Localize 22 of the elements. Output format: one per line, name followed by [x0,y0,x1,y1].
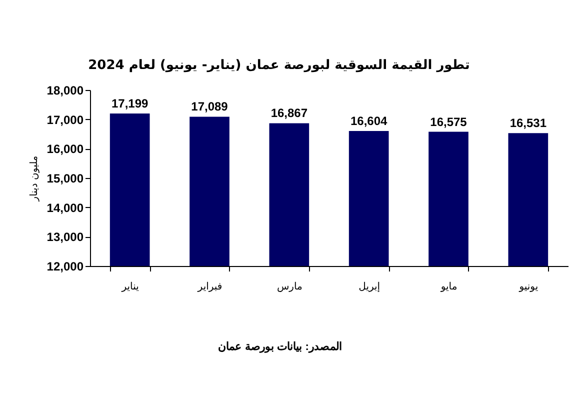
y-tick-label: 18,000 [46,84,84,98]
y-tick-label: 16,000 [46,142,84,156]
y-tick-label: 17,000 [46,112,84,127]
data-label: 16,604 [350,114,388,128]
x-tick-label: مارس [276,282,302,292]
data-label: 16,575 [430,114,468,129]
x-tick-label: مايو [440,282,458,292]
y-tick-label: 12,000 [46,260,84,274]
x-tick-label: فبراير [196,282,222,292]
chart-title: تطور القيمة السوقية لبورصة عمان (يناير- يونيو) لعام 2024 [88,58,470,73]
y-tick-label: 13,000 [46,230,84,244]
x-tick-label: يناير [120,282,140,292]
y-tick-label: 14,000 [46,200,84,215]
text: المصدر: بيانات بورصة عمان [217,340,343,353]
data-label: 17,199 [111,96,149,110]
data-label: 17,089 [191,100,228,114]
x-tick-label: يونيو [518,282,538,292]
data-label: 16,531 [510,116,547,130]
y-tick-label: 15,000 [46,172,84,186]
y-axis-title: مليون دينار [28,156,40,202]
x-tick-label: إبريل [358,282,380,292]
data-label: 16,867 [270,106,308,120]
